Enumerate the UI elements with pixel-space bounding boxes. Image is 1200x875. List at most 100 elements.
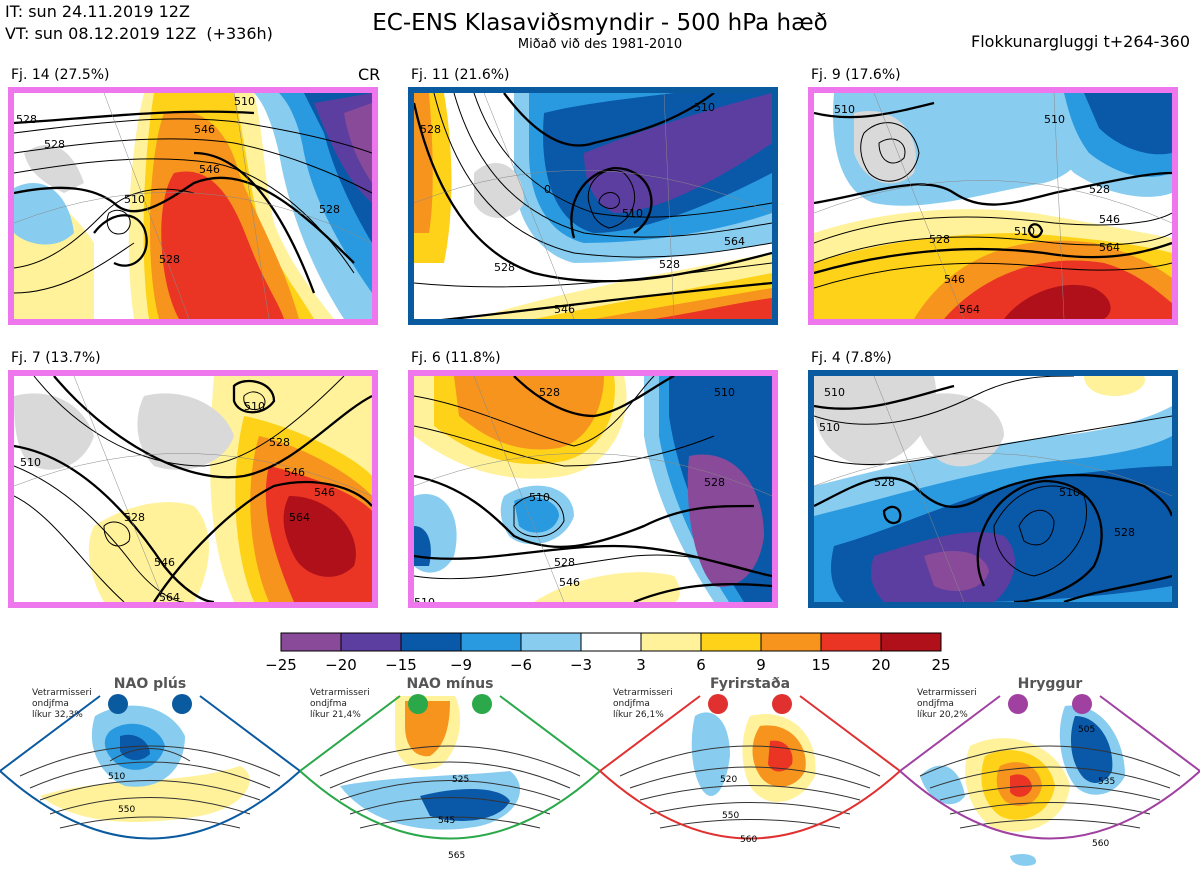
colorbar-tick: 20 xyxy=(871,656,891,674)
contour-label: 528 xyxy=(44,138,65,151)
colorbar-tick: −9 xyxy=(449,656,473,674)
regime-nao-plus: 510 550 NAO plús Vetrarmisseri ondjfma lík… xyxy=(0,676,301,871)
contour-label: 528 xyxy=(269,436,290,449)
regime-marker xyxy=(1008,694,1028,714)
cluster-map-14: 528 528 546 510 528 546 528 564 564 510 xyxy=(8,87,378,325)
regime-ridge: 505 535 560 Hryggur Vetrarmisseri ondjfma… xyxy=(899,676,1200,871)
contour-label: 565 xyxy=(448,851,465,861)
anomaly-colorbar xyxy=(280,632,942,656)
contour-label: 528 xyxy=(319,203,340,216)
regime-note: Vetrarmisseri ondjfma líkur 20,2% xyxy=(917,688,977,720)
contour-label: 546 xyxy=(1099,213,1120,226)
colorbar-cell xyxy=(280,632,342,652)
contour-label: 546 xyxy=(554,303,575,316)
contour-label: 528 xyxy=(874,476,895,489)
colorbar-tick: 25 xyxy=(931,656,951,674)
contour-label: 564 xyxy=(289,511,310,524)
contour-label: 550 xyxy=(722,811,739,821)
contour-label: 528 xyxy=(539,386,560,399)
contour-label: 546 xyxy=(559,576,580,589)
contour-label: 525 xyxy=(452,775,469,785)
contour-label: 550 xyxy=(118,805,135,815)
contour-label: 528 xyxy=(159,253,180,266)
contour-label: 510 xyxy=(1044,113,1065,126)
contour-label: 546 xyxy=(944,273,965,286)
cluster-map-6: 510 528 510 528 510 528 546 564 xyxy=(408,370,778,608)
colorbar-tick: −20 xyxy=(325,656,357,674)
contour-label: 510 xyxy=(834,103,855,116)
contour-label: 564 xyxy=(724,235,745,248)
regime-marker xyxy=(1072,694,1092,714)
contour-label: 510 xyxy=(1014,225,1035,238)
cluster-map-7: 510 528 546 510 546 528 564 546 564 xyxy=(8,370,378,608)
contour-label: 564 xyxy=(159,591,180,602)
colorbar-cell xyxy=(640,632,702,652)
contour-label: 510 xyxy=(529,491,550,504)
colorbar-tick: 15 xyxy=(811,656,831,674)
contour-label: 528 xyxy=(1114,526,1135,539)
contour-label: 510 xyxy=(622,207,643,220)
colorbar-cell xyxy=(820,632,882,652)
colorbar-cell xyxy=(400,632,462,652)
contour-label: 546 xyxy=(154,556,175,569)
init-time: IT: sun 24.11.2019 12Z xyxy=(5,2,190,21)
contour-label: 545 xyxy=(438,816,455,826)
regime-frame xyxy=(899,695,1200,840)
contour-label: 510 xyxy=(20,456,41,469)
regime-frame xyxy=(599,695,901,840)
contour-label: 528 xyxy=(554,556,575,569)
contour-label: 0 xyxy=(544,183,551,196)
contour-label: 510 xyxy=(108,772,125,782)
contour-label: 560 xyxy=(1092,839,1109,849)
colorbar-cell xyxy=(580,632,642,652)
contour-label: 528 xyxy=(420,123,441,136)
regime-note: Vetrarmisseri ondjfma líkur 26,1% xyxy=(613,688,673,720)
page-title: EC-ENS Klasaviðsmyndir - 500 hPa hæð xyxy=(372,10,828,36)
contour-label: 528 xyxy=(124,511,145,524)
colorbar-tick: 9 xyxy=(756,656,766,674)
regime-frame xyxy=(0,695,301,840)
contour-label: 520 xyxy=(720,775,737,785)
colorbar-tick: 3 xyxy=(636,656,646,674)
panel-label-4: Fj. 7 (13.7%) xyxy=(11,350,101,366)
contour-label: 510 xyxy=(124,193,145,206)
contour-label: 546 xyxy=(194,123,215,136)
contour-label: 510 xyxy=(714,386,735,399)
contour-label: 505 xyxy=(1078,725,1095,735)
contour-label: 510 xyxy=(414,596,435,602)
contour-label: 510 xyxy=(824,386,845,399)
classification-window: Flokkunargluggi t+264-360 xyxy=(971,32,1190,51)
contour-label: 535 xyxy=(1098,777,1115,787)
panel-label-1: Fj. 14 (27.5%) xyxy=(11,67,110,83)
regime-title: Fyrirstaða xyxy=(709,676,791,692)
contour-label: 528 xyxy=(1089,183,1110,196)
regime-title: Hryggur xyxy=(1017,676,1083,692)
contour-label: 510 xyxy=(694,101,715,114)
panel-label-2: Fj. 11 (21.6%) xyxy=(411,67,510,83)
contour-label: 510 xyxy=(234,95,255,108)
regime-marker xyxy=(708,694,728,714)
colorbar-cell xyxy=(880,632,942,652)
colorbar-tick: −6 xyxy=(509,656,533,674)
colorbar-cell xyxy=(340,632,402,652)
valid-time: VT: sun 08.12.2019 12Z (+336h) xyxy=(5,24,273,43)
contour-label: 528 xyxy=(659,258,680,271)
contour-label: 528 xyxy=(16,113,37,126)
regime-note: Vetrarmisseri ondjfma líkur 21,4% xyxy=(310,688,370,720)
colorbar-tick: −25 xyxy=(265,656,297,674)
panel-label-5: Fj. 6 (11.8%) xyxy=(411,350,501,366)
regime-title: NAO plús xyxy=(113,676,187,692)
contour-label: 546 xyxy=(199,163,220,176)
cluster-map-11: 510 528 528 510 564 528 546 564 582 0 xyxy=(408,87,778,325)
contour-label: 528 xyxy=(929,233,950,246)
cluster-map-9: 510 510 528 546 510 528 564 546 564 582 xyxy=(808,87,1178,325)
contour-label: 564 xyxy=(1099,241,1120,254)
colorbar-tick: −3 xyxy=(569,656,593,674)
contour-label: 560 xyxy=(740,835,757,845)
panel-label-6: Fj. 4 (7.8%) xyxy=(811,350,892,366)
panel-label-3: Fj. 9 (17.6%) xyxy=(811,67,901,83)
contour-label: 510 xyxy=(1059,486,1080,499)
regime-nao-minus: 525 545 565 NAO mínus Vetrarmisseri ondjf… xyxy=(299,676,601,871)
regime-marker xyxy=(172,694,192,714)
contour-label: 546 xyxy=(284,466,305,479)
